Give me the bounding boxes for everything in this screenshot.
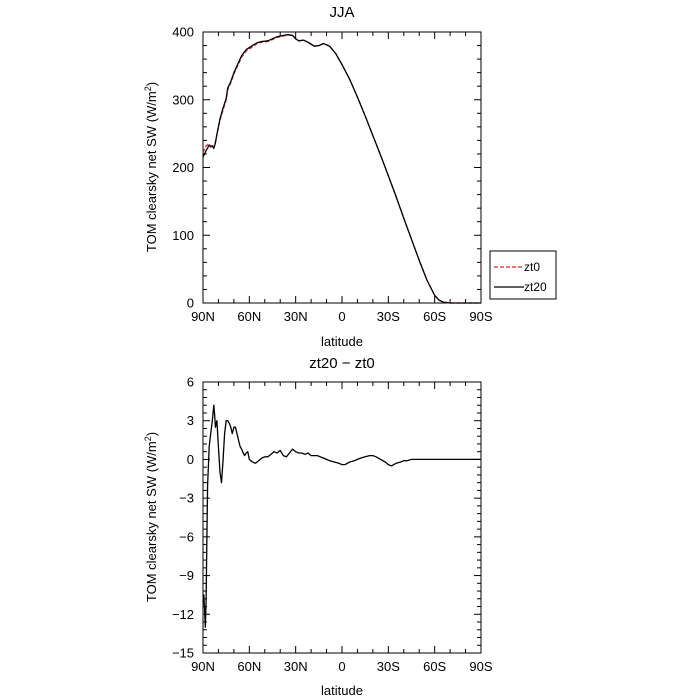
x-tick-label: 90N: [191, 659, 215, 674]
bottom-plot-title: zt20 − zt0: [309, 355, 374, 372]
x-tick-label: 60N: [237, 309, 261, 324]
top-ticks: [202, 31, 482, 304]
x-tick-label: 60S: [423, 659, 446, 674]
top-tick-labels: 90N 60N 30N 0 30S 60S 90S 0 100 200 300 400: [172, 25, 493, 325]
y-tick-label: 200: [172, 160, 194, 175]
top-y-axis-title-end: ): [144, 82, 159, 86]
bottom-panel: zt20 − zt0 90N 60N 30N 0 30S 60S 90S 6 3 0 −3 −6 −9 −…: [143, 355, 493, 698]
y-tick-label: 100: [172, 228, 194, 243]
top-y-axis-title-sup: 2: [143, 86, 153, 91]
series-line-zt20: [202, 34, 481, 304]
top-y-axis-title: TOM clearsky net SW (W/m2): [143, 82, 159, 252]
x-tick-label: 90S: [469, 659, 492, 674]
y-tick-label: −12: [172, 607, 194, 622]
x-tick-label: 60S: [423, 309, 446, 324]
series-line-zt0: [202, 34, 481, 304]
top-y-axis-title-main: TOM clearsky net SW (W/m: [144, 91, 159, 252]
bottom-plot-frame: [202, 381, 482, 654]
y-tick-label: 0: [187, 296, 194, 311]
x-tick-label: 30S: [377, 309, 400, 324]
bottom-x-axis-title: latitude: [321, 683, 363, 698]
legend-label-zt0: zt0: [524, 260, 540, 274]
bottom-y-axis-title-main: TOM clearsky net SW (W/m: [144, 441, 159, 602]
y-tick-label: −15: [172, 646, 194, 661]
bottom-tick-labels: 90N 60N 30N 0 30S 60S 90S 6 3 0 −3 −6 −9 −12 −15: [172, 375, 493, 675]
bottom-y-axis-title-sup: 2: [143, 436, 153, 441]
y-tick-label: 400: [172, 25, 194, 40]
x-tick-label: 90S: [469, 309, 492, 324]
top-plot-title: JJA: [329, 4, 354, 21]
top-x-axis-title: latitude: [321, 334, 363, 349]
y-tick-label: 300: [172, 92, 194, 107]
y-tick-label: −6: [179, 529, 194, 544]
bottom-y-axis-title: TOM clearsky net SW (W/m2): [143, 432, 159, 602]
legend-box: [489, 250, 557, 300]
bottom-series: [202, 404, 481, 628]
x-tick-label: 30N: [284, 309, 308, 324]
legend: zt0 zt20: [489, 250, 557, 300]
x-tick-label: 0: [338, 309, 345, 324]
x-tick-label: 30S: [377, 659, 400, 674]
x-tick-label: 30N: [284, 659, 308, 674]
x-tick-label: 0: [338, 659, 345, 674]
y-tick-label: −9: [179, 568, 194, 583]
y-tick-label: −3: [179, 491, 194, 506]
series-line-difference-0: [202, 404, 481, 628]
top-series: [202, 34, 481, 304]
top-plot-frame: [202, 31, 482, 304]
x-tick-label: 90N: [191, 309, 215, 324]
top-panel: JJA 90N 60N 30N 0 30S 60S 90S 0 100 200 300 400 lat…: [143, 4, 557, 349]
y-tick-label: 3: [187, 413, 194, 428]
bottom-y-axis-title-end: ): [144, 432, 159, 436]
x-tick-label: 60N: [237, 659, 261, 674]
y-tick-label: 6: [187, 375, 194, 390]
y-tick-label: 0: [187, 452, 194, 467]
legend-label-zt20: zt20: [524, 280, 547, 294]
bottom-ticks: [202, 381, 482, 654]
